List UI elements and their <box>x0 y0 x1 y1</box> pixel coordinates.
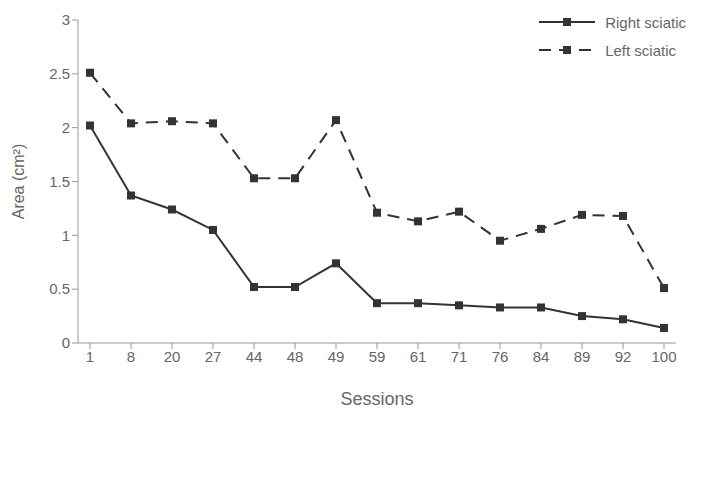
svg-text:3: 3 <box>62 11 70 28</box>
svg-text:27: 27 <box>205 348 222 365</box>
svg-text:89: 89 <box>574 348 591 365</box>
svg-text:48: 48 <box>287 348 304 365</box>
svg-text:49: 49 <box>328 348 345 365</box>
html-text:Left sciatic: Left sciatic <box>605 41 676 59</box>
svg-text:71: 71 <box>451 348 468 365</box>
svg-text:Area (cm²): Area (cm²) <box>10 144 27 220</box>
svg-text:1: 1 <box>62 227 70 244</box>
svg-text:76: 76 <box>492 348 509 365</box>
svg-text:0: 0 <box>62 334 70 351</box>
svg-text:59: 59 <box>369 348 386 365</box>
svg-text:92: 92 <box>615 348 632 365</box>
svg-text:Sessions: Sessions <box>340 389 413 409</box>
svg-text:100: 100 <box>651 348 676 365</box>
svg-text:8: 8 <box>127 348 135 365</box>
svg-text:1.5: 1.5 <box>49 173 70 190</box>
svg-text:20: 20 <box>164 348 181 365</box>
svg-text:2: 2 <box>62 119 70 136</box>
svg-text:0.5: 0.5 <box>49 280 70 297</box>
svg-text:44: 44 <box>246 348 263 365</box>
svg-text:1: 1 <box>86 348 94 365</box>
html-text:Right sciatic: Right sciatic <box>605 13 686 31</box>
svg-text:84: 84 <box>533 348 550 365</box>
svg-text:61: 61 <box>410 348 427 365</box>
svg-text:2.5: 2.5 <box>49 65 70 82</box>
